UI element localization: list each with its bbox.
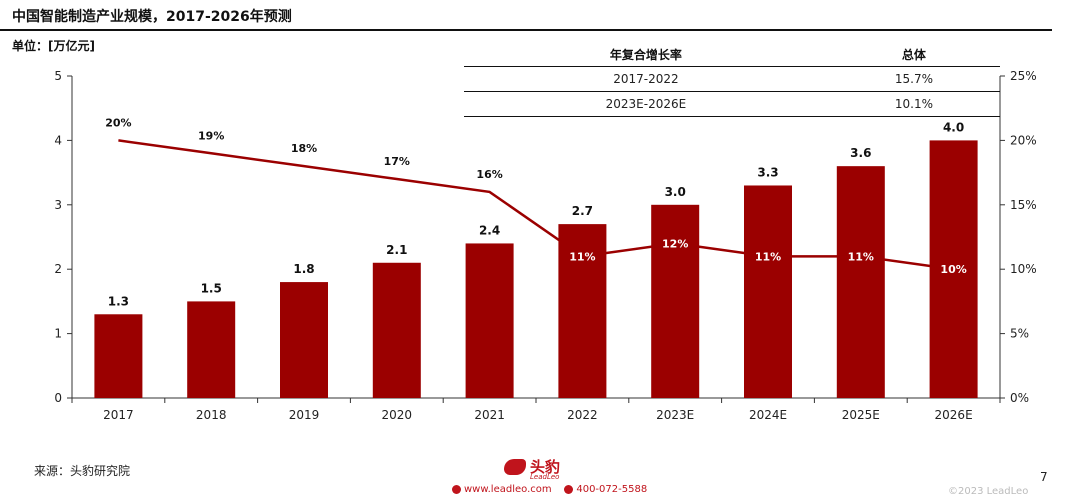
y-tick-label: 1 bbox=[54, 327, 62, 341]
line-value-label: 19% bbox=[198, 129, 224, 142]
bar-value-label: 2.7 bbox=[572, 204, 593, 218]
line-value-label: 11% bbox=[848, 250, 874, 263]
bar-value-label: 1.5 bbox=[201, 281, 222, 295]
y-tick-label: 0 bbox=[54, 391, 62, 405]
y-tick-label: 5 bbox=[54, 69, 62, 83]
x-tick-label: 2018 bbox=[196, 408, 227, 422]
footer-brand: 头豹 LeadLeo www.leadleo.com 400-072-5588 bbox=[452, 456, 647, 500]
y2-tick-label: 25% bbox=[1010, 69, 1037, 83]
line-value-label: 12% bbox=[662, 237, 688, 250]
line-value-label: 10% bbox=[940, 263, 966, 276]
axes: 0 1 2 3 4 5 0% 5% 10% 15% 20% 25% 2017 2018 2019 2020 20… bbox=[54, 69, 1036, 422]
line-value-label: 11% bbox=[569, 250, 595, 263]
bar bbox=[836, 166, 885, 398]
unit-label: 单位：[万亿元] bbox=[12, 39, 95, 53]
table-header-row: 年复合增长率 总体 bbox=[464, 42, 1000, 67]
x-tick-label: 2020 bbox=[382, 408, 413, 422]
bar bbox=[280, 282, 328, 398]
table-header-period: 年复合增长率 bbox=[464, 42, 828, 67]
chart-area: 0 1 2 3 4 5 0% 5% 10% 15% 20% 25% 2017 2018 2019 2020 20… bbox=[54, 69, 1036, 422]
x-tick-label: 2019 bbox=[289, 408, 320, 422]
x-tick-label: 2021 bbox=[474, 408, 505, 422]
bar-value-label: 1.3 bbox=[108, 294, 129, 308]
bar-value-label: 2.4 bbox=[479, 223, 500, 237]
x-tick-label: 2024E bbox=[749, 408, 787, 422]
y2-tick-label: 10% bbox=[1010, 262, 1037, 276]
bar-value-label: 3.6 bbox=[850, 146, 871, 160]
table-row: 2023E-2026E 10.1% bbox=[464, 91, 1000, 117]
leopard-icon bbox=[504, 458, 526, 475]
title-divider bbox=[0, 29, 1052, 31]
phone-icon bbox=[564, 484, 574, 494]
table-row: 2017-2022 15.7% bbox=[464, 66, 1000, 92]
x-tick-label: 2025E bbox=[842, 408, 880, 422]
x-tick-label: 2017 bbox=[103, 408, 134, 422]
growth-line bbox=[118, 139, 954, 271]
web-icon bbox=[452, 484, 461, 494]
line-value-label: 17% bbox=[384, 155, 410, 168]
brand-name: 头豹 bbox=[530, 458, 561, 476]
y2-tick-label: 15% bbox=[1010, 198, 1037, 212]
source-note: 来源：头豹研究院 bbox=[34, 464, 131, 478]
y-tick-label: 4 bbox=[54, 133, 62, 147]
y2-tick-label: 20% bbox=[1010, 133, 1037, 147]
bar-value-label: 3.3 bbox=[757, 165, 778, 179]
x-tick-label: 2022 bbox=[567, 408, 598, 422]
bar-value-label: 4.0 bbox=[943, 120, 964, 134]
line-value-label: 16% bbox=[476, 168, 502, 181]
bar bbox=[651, 204, 700, 398]
brand-subtitle: LeadLeo bbox=[530, 473, 560, 481]
y-tick-label: 2 bbox=[54, 262, 62, 276]
table-cell-value: 15.7% bbox=[827, 66, 1000, 92]
table-cell-period: 2023E-2026E bbox=[464, 91, 828, 117]
bar-value-label: 3.0 bbox=[665, 185, 686, 199]
table-cell-period: 2017-2022 bbox=[464, 66, 828, 92]
bar bbox=[744, 185, 792, 398]
bar bbox=[372, 262, 421, 398]
website-link[interactable]: www.leadleo.com bbox=[464, 484, 552, 495]
line-series bbox=[118, 139, 954, 271]
table-header-overall: 总体 bbox=[827, 42, 1000, 67]
table-cell-value: 10.1% bbox=[827, 91, 1000, 117]
line-value-label: 11% bbox=[755, 250, 781, 263]
phone-number: 400-072-5588 bbox=[576, 484, 648, 495]
page-number: 7 bbox=[1040, 470, 1048, 484]
bar-value-label: 2.1 bbox=[386, 243, 407, 257]
brand-contact: www.leadleo.com 400-072-5588 bbox=[452, 484, 647, 495]
x-tick-label: 2023E bbox=[656, 408, 694, 422]
x-tick-label: 2026E bbox=[935, 408, 973, 422]
bar bbox=[465, 243, 514, 398]
bar bbox=[187, 301, 236, 398]
data-labels: 1.3 1.5 1.8 2.1 2.4 2.7 3.0 3.3 3.6 4.0 20% 19% 18% 1… bbox=[105, 116, 967, 308]
bar-value-label: 1.8 bbox=[293, 262, 314, 276]
copyright: ©2023 LeadLeo bbox=[948, 486, 1029, 497]
y2-tick-label: 0% bbox=[1010, 391, 1029, 405]
line-value-label: 20% bbox=[105, 116, 131, 129]
y-tick-label: 3 bbox=[54, 198, 62, 212]
y2-tick-label: 5% bbox=[1010, 327, 1029, 341]
bar bbox=[94, 314, 143, 398]
cagr-table: 年复合增长率 总体 2017-2022 15.7% 2023E-2026E 10… bbox=[464, 42, 1000, 117]
brand-logo: 头豹 bbox=[504, 456, 560, 477]
page-title: 中国智能制造产业规模，2017-2026年预测 bbox=[12, 9, 292, 25]
line-value-label: 18% bbox=[291, 142, 317, 155]
bars bbox=[94, 140, 978, 398]
